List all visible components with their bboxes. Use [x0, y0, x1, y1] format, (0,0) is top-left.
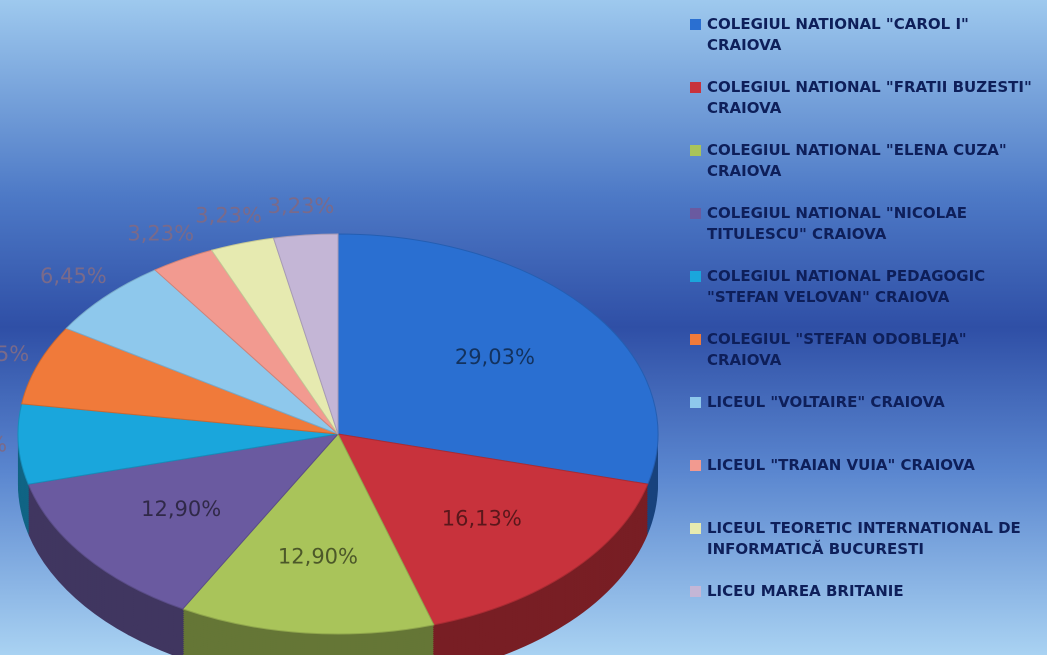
data-label: 29,03% [455, 345, 535, 369]
legend-label: COLEGIUL NATIONAL PEDAGOGIC "STEFAN VELO… [707, 267, 986, 306]
legend-swatch [690, 523, 701, 534]
data-label: 3,23% [195, 203, 262, 227]
legend-swatch [690, 19, 701, 30]
chart: 29,03% 16,13% 12,90% 12,90% 6,45% 6,45% 6,45% 3… [0, 194, 659, 655]
legend-swatch [690, 460, 701, 471]
legend-label: COLEGIUL "STEFAN ODOBLEJA" CRAIOVA [707, 330, 967, 369]
slice [65, 269, 339, 435]
legend-item: LICEU MAREA BRITANIE [690, 581, 1040, 644]
legend-item: COLEGIUL NATIONAL "CAROL I" CRAIOVA [690, 14, 1040, 77]
legend-label: COLEGIUL NATIONAL "ELENA CUZA" CRAIOVA [707, 141, 1007, 180]
legend-swatch [690, 334, 701, 345]
legend-swatch [690, 397, 701, 408]
legend-label: COLEGIUL NATIONAL "CAROL I" CRAIOVA [707, 15, 969, 54]
legend-label: LICEUL "VOLTAIRE" CRAIOVA [707, 393, 945, 411]
legend-swatch [690, 82, 701, 93]
data-label: 12,90% [278, 544, 358, 568]
legend-swatch [690, 271, 701, 282]
legend-item: COLEGIUL NATIONAL "NICOLAE TITULESCU" CR… [690, 203, 1040, 266]
slice [337, 433, 649, 626]
legend-item: COLEGIUL NATIONAL "ELENA CUZA" CRAIOVA [690, 140, 1040, 203]
legend-item: COLEGIUL NATIONAL "FRATII BUZESTI" CRAIO… [690, 77, 1040, 140]
data-label: 6,45% [0, 342, 29, 366]
legend-swatch [690, 145, 701, 156]
slice [27, 433, 340, 610]
slice [272, 233, 339, 435]
data-label: 3,23% [127, 222, 194, 246]
legend-label: COLEGIUL NATIONAL "FRATII BUZESTI" CRAIO… [707, 78, 1032, 117]
legend-item: LICEUL "TRAIAN VUIA" CRAIOVA [690, 455, 1040, 518]
legend-swatch [690, 586, 701, 597]
data-label: 12,90% [141, 497, 221, 521]
legend-swatch [690, 208, 701, 219]
slice [181, 433, 435, 635]
legend: COLEGIUL NATIONAL "CAROL I" CRAIOVA COLEG… [690, 14, 1040, 644]
data-label: 6,45% [0, 433, 7, 457]
legend-label: LICEU MAREA BRITANIE [707, 582, 904, 600]
legend-label: LICEUL "TRAIAN VUIA" CRAIOVA [707, 456, 975, 474]
legend-item: LICEUL "VOLTAIRE" CRAIOVA [690, 392, 1040, 455]
legend-label: LICEUL TEORETIC INTERNATIONAL DE INFORMA… [707, 519, 1021, 558]
data-label: 3,23% [268, 194, 335, 218]
slice [17, 403, 339, 485]
slice [21, 327, 339, 435]
legend-item: LICEUL TEORETIC INTERNATIONAL DE INFORMA… [690, 518, 1040, 581]
legend-label: COLEGIUL NATIONAL "NICOLAE TITULESCU" CR… [707, 204, 968, 243]
legend-item: COLEGIUL "STEFAN ODOBLEJA" CRAIOVA [690, 329, 1040, 392]
legend-item: COLEGIUL NATIONAL PEDAGOGIC "STEFAN VELO… [690, 266, 1040, 329]
slice [337, 233, 659, 485]
data-label: 6,45% [40, 264, 107, 288]
data-label: 16,13% [442, 506, 522, 530]
